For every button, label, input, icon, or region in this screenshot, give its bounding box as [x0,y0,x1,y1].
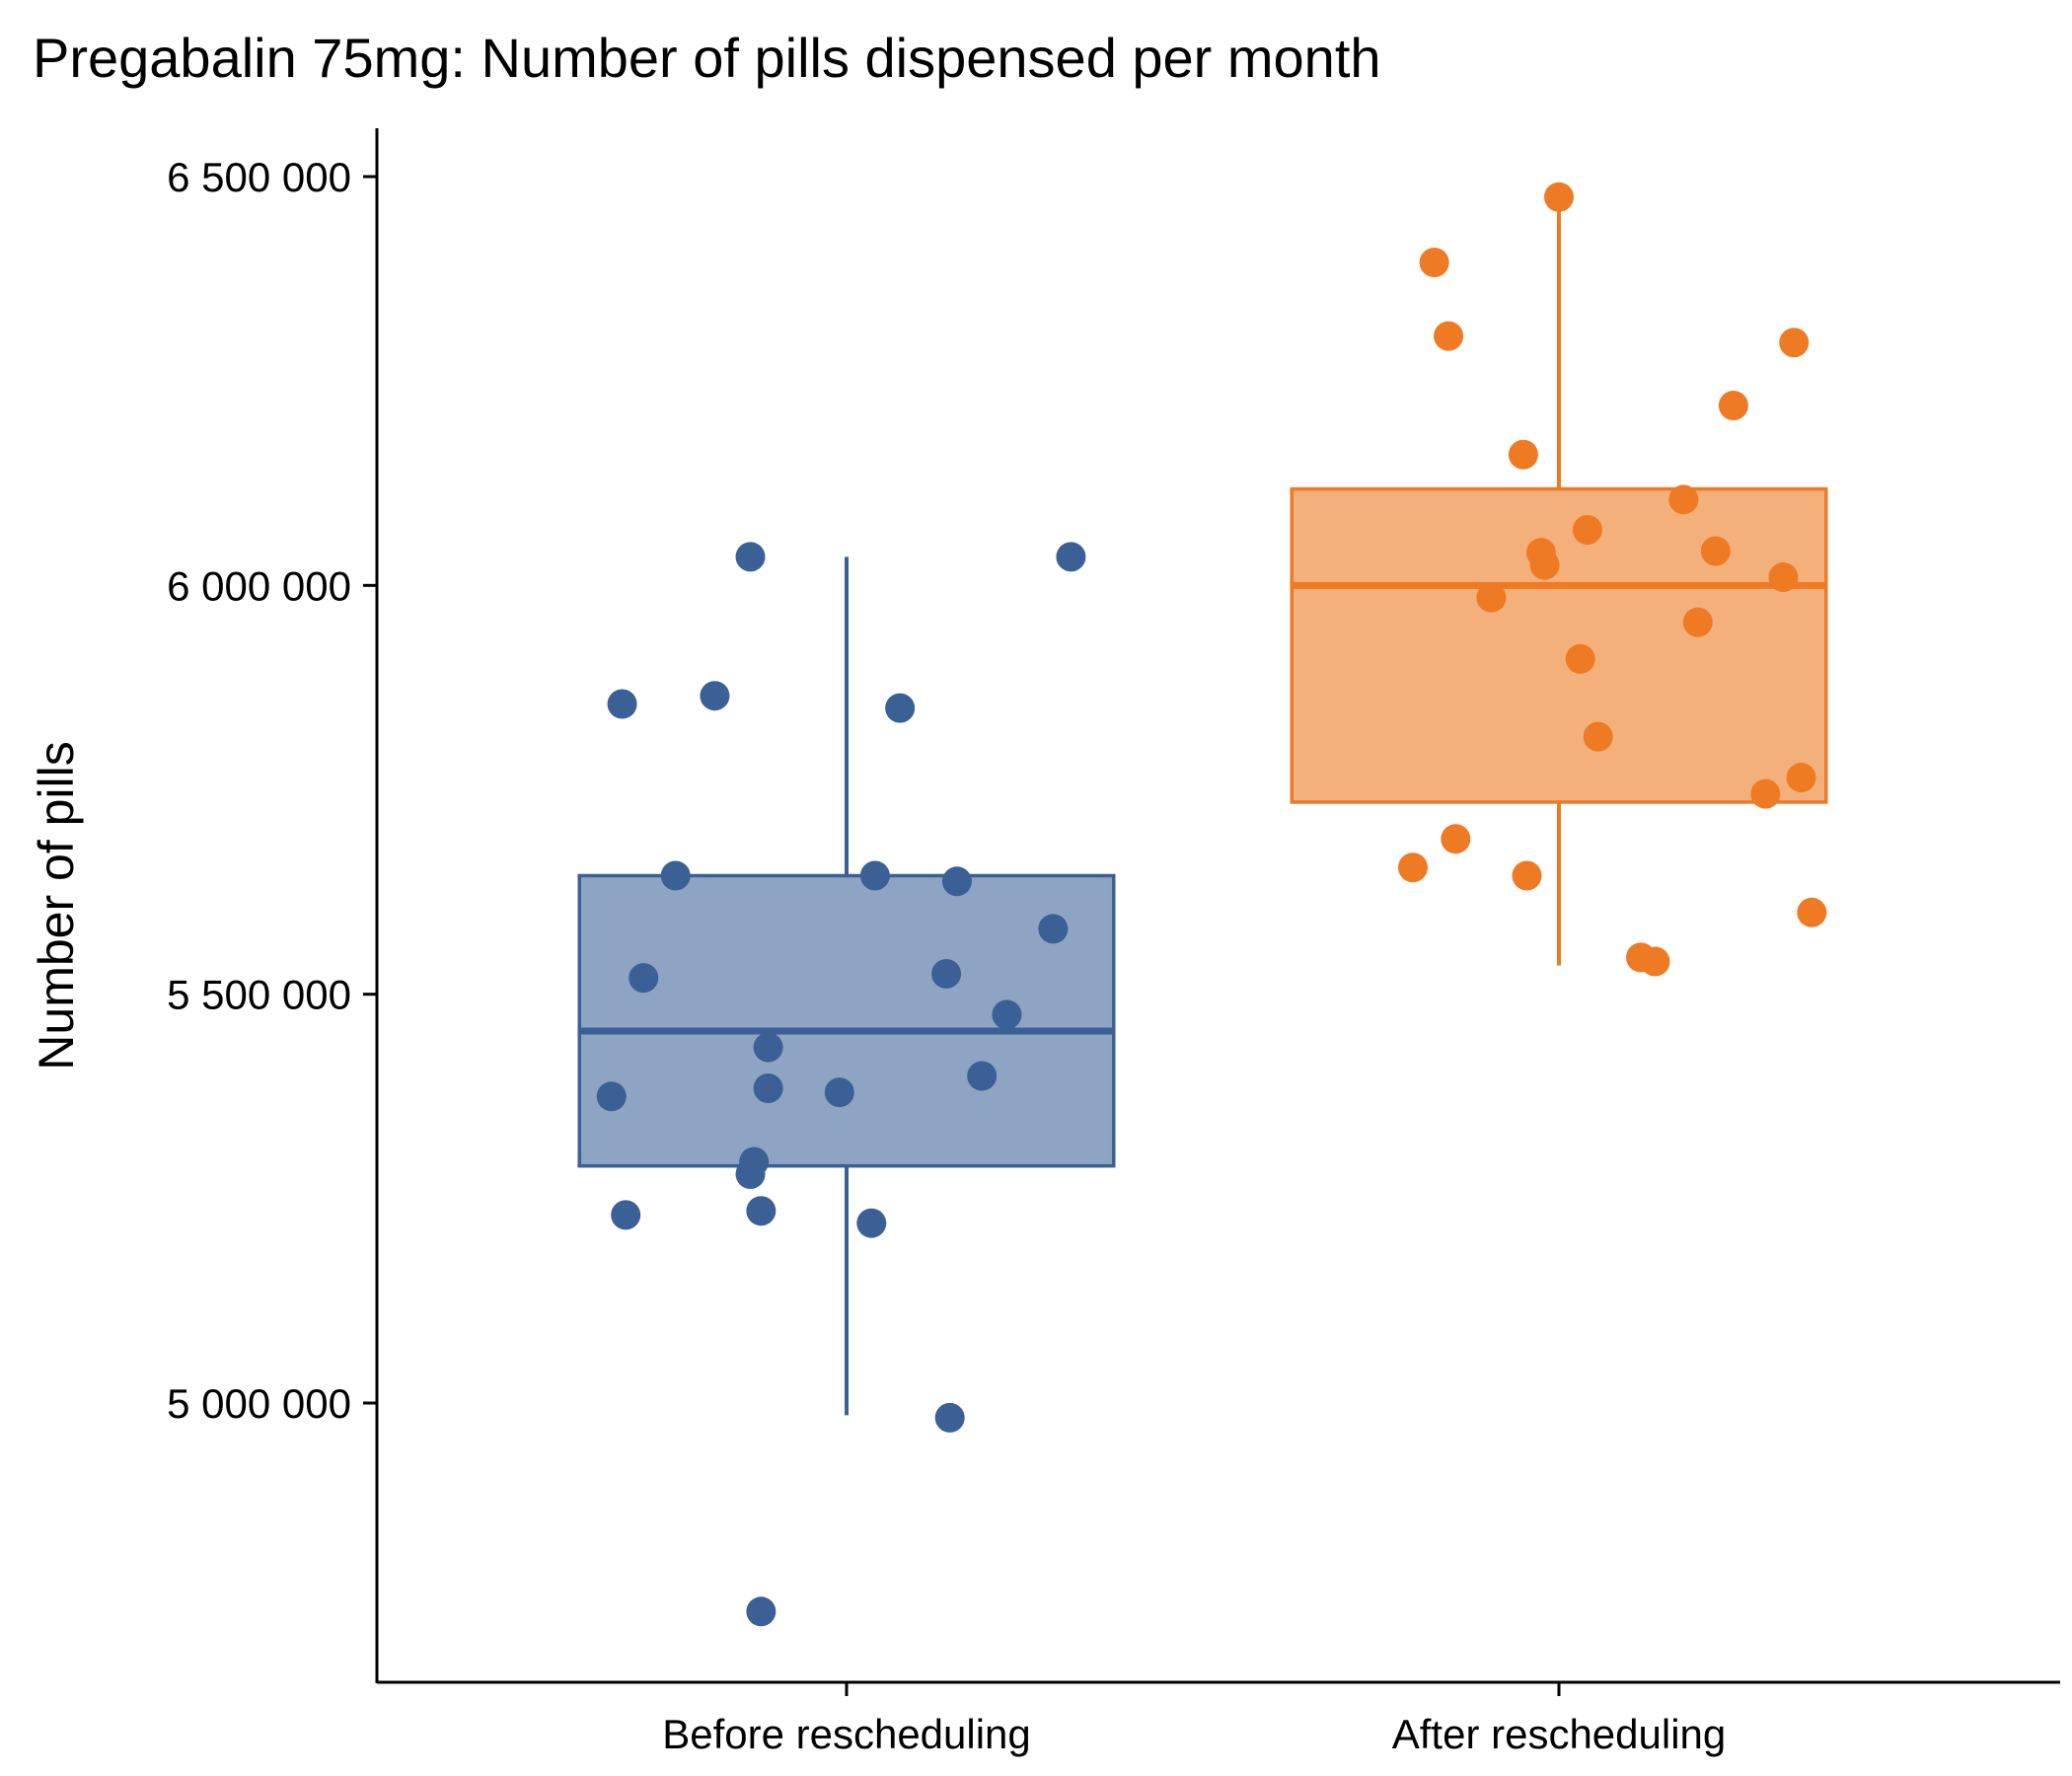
data-point-after [1434,321,1464,351]
box-after [1290,486,1828,804]
data-point-before [1038,914,1069,944]
data-point-before [746,1596,777,1627]
data-point-after [1565,643,1595,674]
data-point-before [941,866,972,897]
data-point-before [934,1402,965,1433]
data-point-after [1786,763,1816,793]
y-tick-label: 5 500 000 [167,972,351,1018]
data-point-before [753,1073,783,1103]
data-point-after [1700,536,1731,566]
data-point-before [735,542,766,572]
data-point-before [596,1081,627,1112]
y-axis-label: Number of pills [29,741,84,1070]
y-tick-label: 5 000 000 [167,1380,351,1427]
y-tick-label: 6 500 000 [167,154,351,200]
y-axis-ticks: 5 000 000 5 500 000 6 000 000 6 500 000 [167,154,377,1427]
data-point-before [824,1077,854,1108]
data-point-before [967,1061,998,1091]
data-point-after [1397,852,1428,883]
data-point-after [1544,182,1574,212]
plot-area [577,182,1828,1627]
data-point-after [1419,248,1449,278]
x-axis-ticks: Before rescheduling After rescheduling [662,1682,1726,1757]
data-point-before [931,958,962,989]
data-point-before [629,963,659,994]
data-point-after [1779,328,1810,358]
box-group-after [1290,196,1828,966]
data-point-after [1476,582,1507,613]
chart-title: Pregabalin 75mg: Number of pills dispens… [33,27,1381,89]
data-point-after [1508,439,1538,470]
data-point-before [660,860,691,891]
data-point-after [1640,946,1670,977]
box-before [577,873,1116,1168]
data-point-before [607,689,637,719]
data-point-after [1682,607,1713,637]
data-point-before [700,681,730,711]
data-point-after [1512,860,1542,891]
data-point-before [753,1032,783,1063]
x-tick-label: Before rescheduling [662,1711,1031,1757]
data-point-before [746,1196,777,1226]
data-point-before [1056,542,1086,572]
points-after [1397,182,1827,977]
data-point-after [1441,824,1471,854]
data-point-after [1718,391,1748,421]
data-point-before [739,1147,770,1177]
y-tick-label: 6 000 000 [167,562,351,609]
data-point-before [992,999,1022,1030]
data-point-before [611,1200,641,1230]
data-point-after [1572,514,1602,545]
data-point-after [1529,550,1560,580]
data-point-after [1797,897,1827,927]
data-point-after [1668,484,1699,515]
data-point-before [856,1208,887,1238]
data-point-before [859,860,890,891]
data-point-after [1768,562,1799,593]
data-point-after [1583,721,1613,752]
points-before [596,542,1086,1627]
x-tick-label: After rescheduling [1392,1711,1727,1757]
data-point-after [1750,778,1781,809]
data-point-before [885,693,916,723]
box-group-before [577,556,1116,1416]
